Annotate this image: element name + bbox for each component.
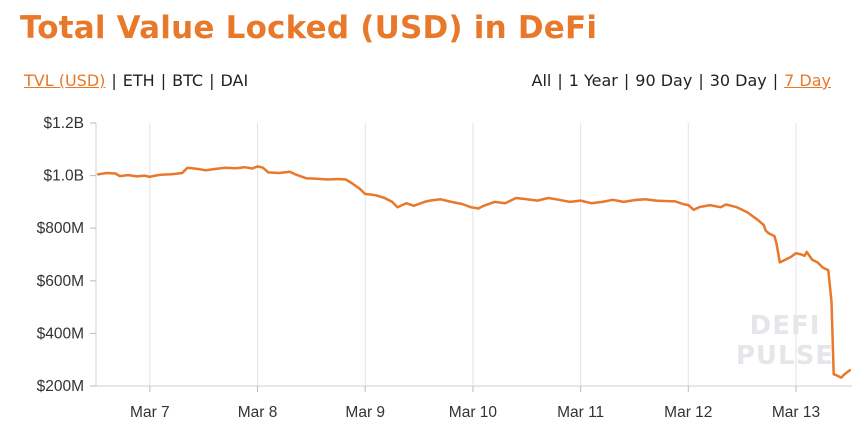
x-tick-label: Mar 7 bbox=[130, 404, 170, 421]
range-option-30-day[interactable]: 30 Day bbox=[709, 71, 767, 90]
grid-layer bbox=[149, 123, 797, 386]
axis-layer bbox=[90, 122, 852, 392]
x-tick-label: Mar 10 bbox=[449, 404, 498, 421]
y-tick-label: $1.0B bbox=[43, 168, 84, 185]
range-option-90-day[interactable]: 90 Day bbox=[635, 71, 693, 90]
x-tick-label: Mar 9 bbox=[345, 404, 385, 421]
y-tick-label: $800M bbox=[37, 220, 84, 237]
separator: | bbox=[111, 71, 117, 90]
range-option-1-year[interactable]: 1 Year bbox=[568, 71, 618, 90]
metric-option-btc[interactable]: BTC bbox=[172, 71, 204, 90]
separator: | bbox=[209, 71, 215, 90]
defi-pulse-watermark: DEFI PULSE bbox=[736, 311, 834, 371]
x-tick-label: Mar 11 bbox=[557, 404, 604, 421]
range-selector: All | 1 Year | 90 Day | 30 Day | 7 Day bbox=[532, 71, 832, 90]
range-option-all[interactable]: All bbox=[531, 71, 552, 90]
y-tick-label: $1.2B bbox=[43, 115, 84, 132]
separator: | bbox=[557, 71, 563, 90]
x-tick-label: Mar 8 bbox=[238, 404, 278, 421]
y-tick-label: $400M bbox=[37, 325, 84, 342]
x-tick-label: Mar 12 bbox=[664, 404, 712, 421]
watermark-line-2: PULSE bbox=[736, 341, 834, 371]
tick-layer: Mar 7 Mar 8 Mar 9 Mar 10 Mar 11 Mar 12 Mar 13 $… bbox=[37, 115, 821, 421]
y-tick-label: $200M bbox=[37, 378, 84, 395]
range-option-7-day[interactable]: 7 Day bbox=[784, 71, 831, 90]
separator: | bbox=[772, 71, 779, 90]
metric-selector: TVL (USD) | ETH | BTC | DAI bbox=[24, 71, 248, 90]
series-layer bbox=[96, 165, 852, 379]
separator: | bbox=[160, 71, 167, 90]
y-tick-label: $600M bbox=[37, 273, 84, 290]
x-tick-label: Mar 13 bbox=[772, 404, 820, 421]
separator: | bbox=[698, 71, 704, 90]
page-title: Total Value Locked (USD) in DeFi bbox=[20, 10, 598, 46]
watermark-line-1: DEFI bbox=[750, 311, 821, 341]
metric-option-eth[interactable]: ETH bbox=[122, 71, 155, 90]
tvl-series-line bbox=[96, 165, 852, 379]
metric-option-dai[interactable]: DAI bbox=[220, 71, 249, 90]
metric-option-tvl-usd[interactable]: TVL (USD) bbox=[24, 71, 106, 90]
separator: | bbox=[623, 71, 630, 90]
